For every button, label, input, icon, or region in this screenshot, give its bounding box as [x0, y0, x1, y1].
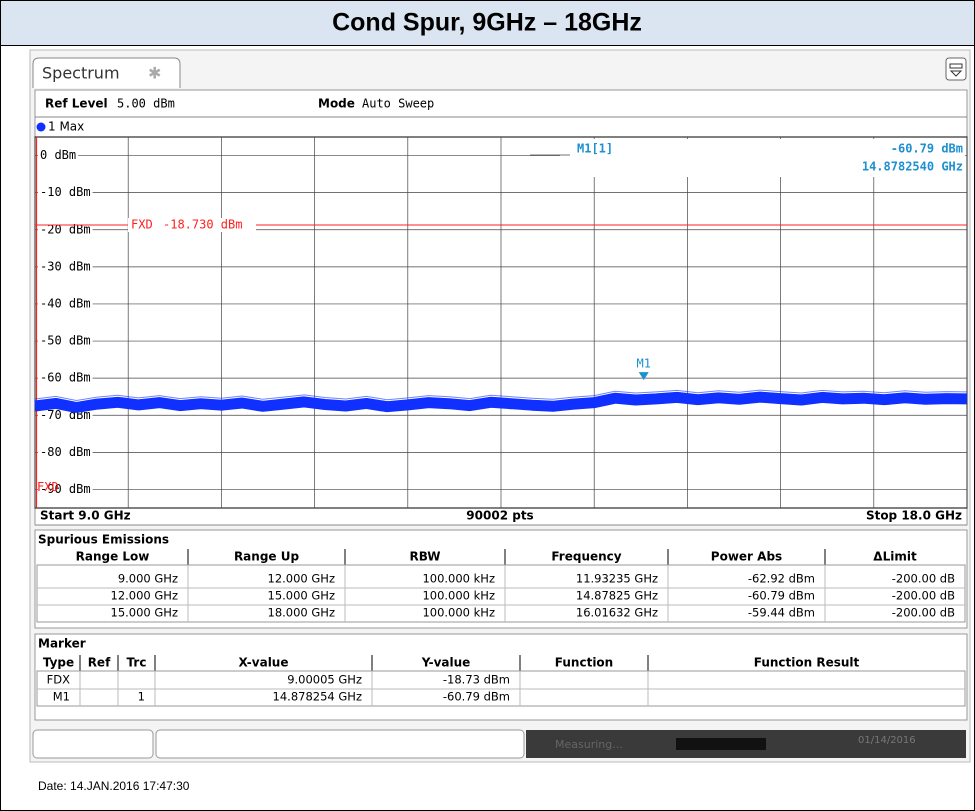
- mode: Auto Sweep: [362, 97, 434, 111]
- x-stop: Stop 18.0 GHz: [866, 509, 962, 523]
- marker: [638, 372, 649, 381]
- x-start: Start 9.0 GHz: [40, 509, 131, 523]
- cell: 100.000 kHz: [422, 606, 495, 620]
- cell: M1: [53, 690, 70, 704]
- cell: -60.79 dBm: [748, 589, 815, 603]
- label-bg: [38, 482, 93, 497]
- label-bg: [38, 259, 93, 274]
- y-tick-label: -30 dBm: [40, 259, 91, 273]
- cell: -59.44 dBm: [748, 606, 815, 620]
- cell: 18.000 GHz: [268, 606, 336, 620]
- cell: 14.878254 GHz: [273, 690, 362, 704]
- column-header: Function Result: [754, 656, 860, 670]
- column-header: Range Up: [234, 550, 300, 564]
- column-header: X-value: [239, 656, 289, 670]
- footer-date: Date: 14.JAN.2016 17:47:30: [38, 779, 190, 793]
- column-header: Type: [43, 656, 74, 670]
- label-bg: [38, 296, 93, 311]
- y-tick-label: -50 dBm: [40, 334, 91, 348]
- cell: -200.00 dB: [892, 589, 955, 603]
- cell: -18.73 dBm: [443, 673, 510, 687]
- column-header: Frequency: [551, 550, 621, 564]
- cell: 15.000 GHz: [268, 589, 336, 603]
- tab[interactable]: [32, 57, 181, 88]
- readout-x: 14.8782540 GHz: [862, 160, 963, 174]
- table-title: Marker: [38, 637, 86, 651]
- limit-name: FXD: [131, 218, 153, 232]
- y-tick-label: -80 dBm: [40, 445, 91, 459]
- label-bg: [38, 334, 93, 349]
- trace-peaks: [34, 389, 968, 402]
- softkey[interactable]: [32, 729, 154, 759]
- readout-y: -60.79 dBm: [891, 142, 963, 156]
- menu-icon: [949, 63, 963, 77]
- y-tick-label: -10 dBm: [40, 185, 91, 199]
- cell: -200.00 dB: [892, 606, 955, 620]
- cell: FDX: [47, 673, 70, 687]
- cell: 15.000 GHz: [111, 606, 179, 620]
- column-header: Function: [555, 656, 613, 670]
- trace-dot: [36, 122, 46, 132]
- column-header: Y-value: [421, 656, 471, 670]
- cell: 11.93235 GHz: [576, 572, 658, 586]
- pin-icon: ✱: [148, 64, 161, 83]
- ref-level: 5.00 dBm: [117, 97, 175, 111]
- label-bg: [38, 148, 79, 163]
- label-bg: [38, 445, 93, 460]
- cell: 9.000 GHz: [118, 572, 178, 586]
- title: Cond Spur, 9GHz – 18GHz: [332, 9, 642, 37]
- cell: 100.000 kHz: [422, 589, 495, 603]
- limit-name-bottom: FXD: [37, 480, 59, 494]
- y-tick-label: -20 dBm: [40, 222, 91, 236]
- table-title: Spurious Emissions: [38, 533, 169, 547]
- cell: 1: [138, 690, 145, 704]
- table-body: [36, 564, 966, 623]
- input-field[interactable]: [155, 729, 525, 759]
- label-bg: [38, 222, 93, 237]
- status-date: 01/14/2016: [858, 735, 916, 746]
- cell: -62.92 dBm: [748, 572, 815, 586]
- y-tick-label: -60 dBm: [40, 371, 91, 385]
- y-tick-label: 0 dBm: [40, 148, 76, 162]
- trace: [34, 391, 968, 413]
- cell: -200.00 dB: [892, 572, 955, 586]
- readout-box: [560, 139, 965, 177]
- x-points: 90002 pts: [466, 509, 533, 523]
- column-header: Trc: [127, 656, 147, 670]
- cell: 12.000 GHz: [111, 589, 179, 603]
- label-bg: [38, 371, 93, 386]
- y-tick-label: -40 dBm: [40, 296, 91, 310]
- column-header: RBW: [410, 550, 441, 564]
- status-state: Measuring...: [555, 738, 623, 751]
- table-panel: [34, 529, 968, 629]
- cell: 100.000 kHz: [422, 572, 495, 586]
- progress-bar: [676, 738, 766, 750]
- limit-label-bg: [128, 218, 256, 233]
- mode-label: Mode: [318, 97, 355, 111]
- column-header: ΔLimit: [873, 550, 917, 564]
- cell: 9.00005 GHz: [287, 673, 362, 687]
- ref-level-label: Ref Level: [45, 97, 108, 111]
- marker-label: M1: [636, 357, 650, 371]
- tab-label: Spectrum: [42, 64, 120, 83]
- column-header: Ref: [88, 656, 111, 670]
- readout-name: M1[1]: [577, 142, 613, 156]
- column-header: Range Low: [76, 550, 150, 564]
- trace-label: 1 Max: [48, 120, 84, 134]
- y-tick-label: -90 dBm: [40, 482, 91, 496]
- cell: 16.01632 GHz: [576, 606, 658, 620]
- cell: 14.87825 GHz: [576, 589, 658, 603]
- cell: 12.000 GHz: [268, 572, 336, 586]
- cell: -60.79 dBm: [443, 690, 510, 704]
- label-bg: [38, 185, 93, 200]
- title-bar: [0, 0, 975, 46]
- column-header: Power Abs: [711, 550, 782, 564]
- limit-value: -18.730 dBm: [163, 218, 242, 232]
